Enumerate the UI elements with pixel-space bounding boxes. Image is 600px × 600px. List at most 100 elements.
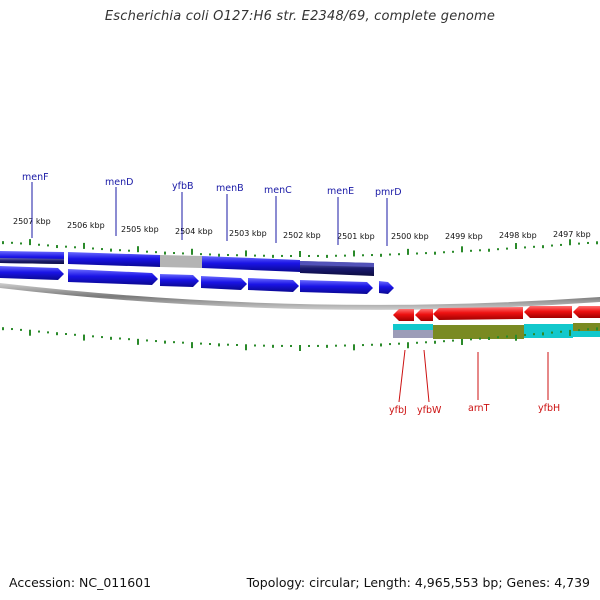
scale-tick: [560, 243, 562, 246]
gene-arrow[interactable]: [201, 276, 247, 290]
scale-tick: [578, 242, 580, 245]
scale-tick: [542, 332, 544, 336]
scale-tick: [182, 341, 184, 344]
scale-tick: [11, 241, 13, 244]
scale-tick: [488, 336, 490, 340]
lower-feature-band: [393, 323, 600, 339]
scale-tick: [515, 334, 517, 341]
scale-tick: [191, 248, 193, 255]
scale-tick: [353, 250, 355, 257]
scale-tick: [56, 245, 58, 249]
scale-tick: [227, 253, 229, 256]
scale-tick: [596, 327, 598, 331]
gene-arrow[interactable]: [68, 269, 158, 285]
gene-label-yfbj[interactable]: yfbJ: [389, 405, 407, 416]
gene-arrow[interactable]: [433, 307, 523, 320]
scale-tick: [164, 340, 166, 344]
gene-label-yfbw[interactable]: yfbW: [417, 405, 442, 416]
scale-tick: [110, 248, 112, 252]
scale-tick: [443, 251, 445, 254]
scale-tick: [497, 248, 499, 251]
gene-arrow[interactable]: [379, 281, 394, 294]
scale-tick: [560, 330, 562, 333]
forward-gene-arrows: [0, 266, 394, 294]
scale-tick: [461, 246, 463, 253]
gene-arrow[interactable]: [0, 266, 64, 280]
scale-label: 2499 kbp: [445, 232, 483, 241]
scale-tick: [92, 247, 94, 250]
scale-tick: [461, 338, 463, 345]
band-segment-navy-top: [300, 261, 374, 267]
scale-tick: [281, 254, 283, 257]
gene-arrow[interactable]: [393, 309, 414, 321]
scale-tick: [272, 254, 274, 258]
scale-tick: [245, 250, 247, 257]
scale-label: 2503 kbp: [229, 229, 267, 238]
scale-tick: [38, 330, 40, 333]
scale-tick: [533, 333, 535, 336]
leader-line: [398, 349, 406, 403]
scale-tick: [542, 245, 544, 249]
band-cyan: [573, 331, 600, 337]
gene-arrow[interactable]: [160, 274, 199, 287]
band-segment-grey: [160, 255, 202, 268]
scale-tick: [290, 344, 292, 347]
scale-tick: [524, 333, 526, 336]
scale-tick: [128, 338, 130, 341]
scale-tick: [29, 239, 31, 246]
gene-arrow[interactable]: [524, 306, 572, 318]
gene-label-mend[interactable]: menD: [105, 177, 133, 188]
scale-tick: [425, 341, 427, 344]
scale-tick: [479, 249, 481, 252]
scale-tick: [182, 252, 184, 255]
map-title: Escherichia coli O127:H6 str. E2348/69, …: [104, 9, 496, 24]
scale-tick: [119, 249, 121, 252]
scale-label: 2501 kbp: [337, 232, 375, 241]
scale-tick: [308, 344, 310, 347]
band-olive: [573, 323, 600, 331]
scale-tick: [74, 333, 76, 336]
gene-label-menb[interactable]: menB: [216, 183, 244, 194]
scale-tick: [218, 253, 220, 257]
scale-tick: [344, 254, 346, 257]
scale-tick: [524, 246, 526, 249]
gene-label-yfbh[interactable]: yfbH: [538, 403, 560, 414]
scale-tick: [452, 339, 454, 342]
scale-tick: [200, 342, 202, 345]
scale-tick: [47, 244, 49, 247]
scale-tick: [470, 249, 472, 252]
gene-label-menf[interactable]: menF: [22, 172, 49, 183]
scale-tick: [236, 343, 238, 346]
scale-tick: [569, 329, 571, 336]
bottom-tick-row: [2, 327, 598, 351]
scale-tick: [443, 340, 445, 343]
scale-tick: [389, 253, 391, 256]
scale-tick: [551, 244, 553, 247]
scale-tick: [2, 241, 4, 245]
scale-tick: [155, 251, 157, 254]
scale-tick: [146, 250, 148, 253]
scale-tick: [335, 254, 337, 257]
gene-label-yfbb[interactable]: yfbB: [172, 181, 194, 192]
gene-arrow[interactable]: [573, 306, 600, 318]
gene-label-arnt[interactable]: arnT: [468, 403, 490, 414]
scale-tick: [20, 328, 22, 331]
gene-label-menc[interactable]: menC: [264, 185, 292, 196]
scale-tick: [209, 253, 211, 256]
scale-tick: [371, 343, 373, 346]
scale-tick: [20, 242, 22, 245]
scale-tick: [416, 341, 418, 344]
gene-arrow[interactable]: [415, 309, 433, 321]
band-segment-menb: [202, 256, 300, 272]
scale-tick: [497, 336, 499, 339]
bottom-gene-labels: yfbJ yfbW arnT yfbH: [389, 349, 560, 416]
scale-tick: [299, 344, 301, 351]
scale-tick: [569, 239, 571, 246]
gene-label-pmrd[interactable]: pmrD: [375, 187, 402, 198]
gene-arrow[interactable]: [300, 280, 373, 294]
scale-tick: [164, 251, 166, 255]
gene-label-mene[interactable]: menE: [327, 186, 354, 197]
gene-arrow[interactable]: [248, 278, 299, 292]
scale-tick: [326, 254, 328, 258]
